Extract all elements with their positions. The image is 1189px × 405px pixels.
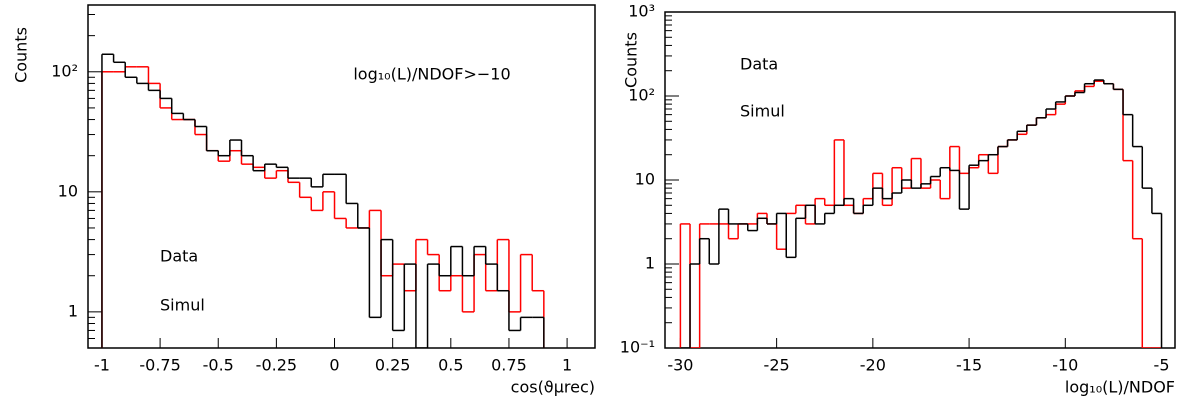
- legend-entry: Simul: [740, 102, 785, 121]
- y-tick-label: 10: [635, 170, 655, 189]
- histogram-area: [679, 79, 1163, 348]
- step-connectors: [679, 81, 1144, 348]
- legend-entry: Simul: [160, 296, 205, 315]
- x-tick-label: -0.5: [203, 356, 234, 375]
- x-tick-label: -1: [94, 356, 110, 375]
- x-tick-label: -25: [764, 356, 790, 375]
- y-tick-label: 10²: [51, 61, 78, 80]
- x-axis-title: log₁₀(L)/NDOF: [1065, 378, 1175, 397]
- annotation: log₁₀(L)/NDOF>−10: [353, 65, 510, 84]
- y-axis-title: Counts: [12, 27, 31, 83]
- x-tick-label: -0.75: [139, 356, 180, 375]
- x-tick-label: 0: [329, 356, 339, 375]
- x-tick-label: -0.25: [256, 356, 297, 375]
- legend-entry: Data: [740, 55, 778, 74]
- panel: -1 -0.75 -0.5 -0.25 0 0.25 0.5 0.75 1 1 10 10² Data S…: [12, 4, 596, 397]
- x-tick-label: -15: [956, 356, 982, 375]
- y-tick-label: 10: [58, 181, 78, 200]
- x-tick-label: 0.5: [438, 356, 463, 375]
- x-tick-label: -5: [1154, 356, 1170, 375]
- x-axis-title: cos(ϑμrec): [511, 378, 595, 397]
- x-tick-label: 0.25: [375, 356, 411, 375]
- panel: -30 -25 -20 -15 -10 -5 10⁻¹ 1 10 10² 10³ Data Simul C…: [620, 2, 1176, 397]
- y-tick-label: 1: [645, 254, 655, 273]
- legend-entry: Data: [160, 247, 198, 266]
- y-axis-title: Counts: [622, 32, 641, 88]
- x-tick-label: -30: [667, 356, 693, 375]
- y-tick-label: 10⁻¹: [620, 338, 655, 357]
- y-tick-label: 10³: [628, 2, 655, 21]
- step-connectors: [689, 80, 1163, 348]
- x-tick-label: -20: [860, 356, 886, 375]
- y-tick-label: 10²: [628, 86, 655, 105]
- x-tick-label: 1: [562, 356, 572, 375]
- x-tick-label: -10: [1052, 356, 1078, 375]
- plot-frame: [87, 4, 596, 349]
- histogram-area: [101, 53, 545, 348]
- y-tick-label: 1: [68, 301, 78, 320]
- x-tick-label: 0.75: [491, 356, 527, 375]
